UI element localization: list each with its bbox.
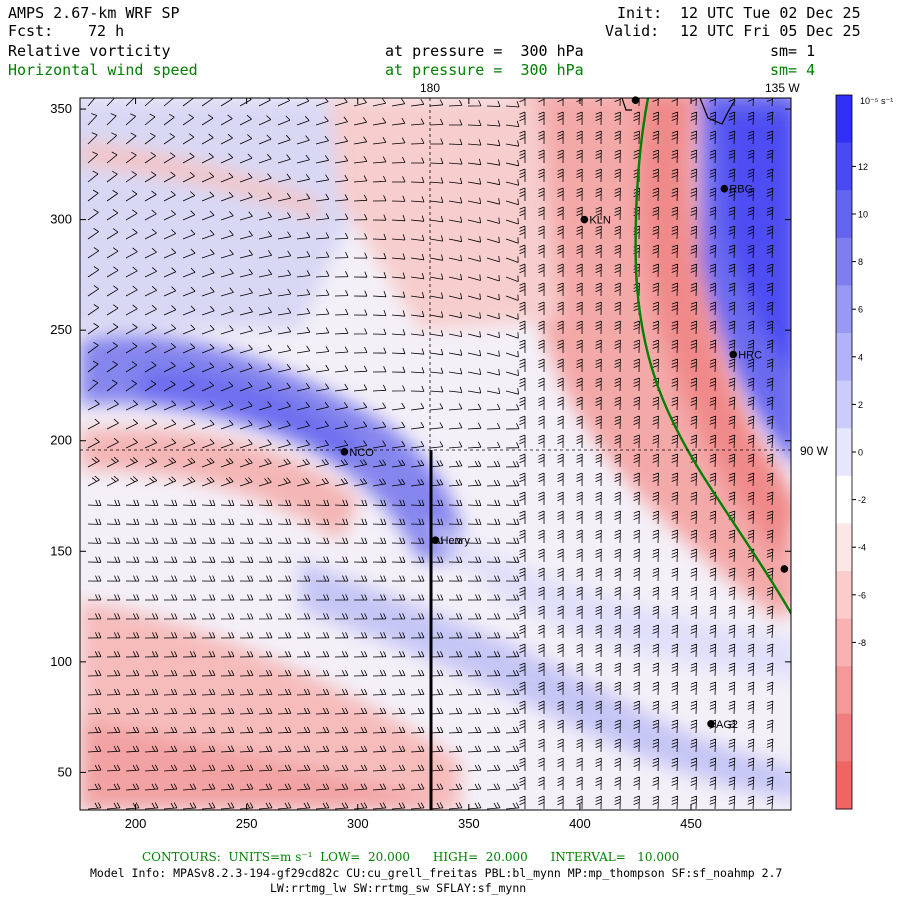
- colorbar-segment: [836, 761, 852, 810]
- colorbar-segment: [836, 571, 852, 620]
- y-tick-label: 100: [50, 654, 72, 669]
- forecast-value: 72 h: [88, 22, 125, 40]
- station-NCO-dot: [340, 447, 349, 456]
- station-RBG-dot: [720, 184, 729, 193]
- x-tick-label: 450: [680, 816, 702, 831]
- station-AG2-label: AG2: [716, 719, 738, 731]
- y-tick-label: 250: [50, 322, 72, 337]
- colorbar-segment: [836, 285, 852, 334]
- lat-label-90w: 90 W: [800, 444, 829, 458]
- y-tick-label: 350: [50, 101, 72, 116]
- axes: 50 100 150 200 250 300 350 200 250 300 350 400 450: [50, 98, 791, 831]
- station-NCO-label: NCO: [349, 447, 374, 459]
- colorbar-segment: [836, 333, 852, 382]
- station-AG2-dot: [707, 719, 715, 728]
- colorbar-label: 6: [858, 305, 863, 315]
- lon-label-180: 180: [420, 81, 440, 95]
- init-label: Init:: [617, 4, 663, 22]
- station-KLN-dot: [580, 215, 589, 224]
- station-E-dot: [780, 565, 789, 573]
- colorbar-segment: [836, 666, 852, 715]
- colorbar-segment: [836, 380, 852, 429]
- colorbar-segment: [836, 618, 852, 667]
- x-tick-label: 200: [125, 816, 147, 831]
- x-tick-label: 300: [347, 816, 369, 831]
- vorticity-field: [80, 98, 791, 810]
- field-name-vorticity: Relative vorticity: [8, 42, 171, 60]
- coastline-2: [621, 98, 632, 111]
- y-tick-label: 200: [50, 433, 72, 448]
- field-name-wind: Horizontal wind speed: [8, 61, 198, 79]
- station-KLN-label: KLN: [589, 215, 610, 227]
- colorbar-segment: [836, 713, 852, 762]
- colorbar-label: -4: [858, 543, 866, 553]
- station-markers: RBG KLN HRC NCO Henry AG2: [340, 96, 789, 731]
- x-tick-label: 400: [569, 816, 591, 831]
- lon-label-135w: 135 W: [765, 81, 800, 95]
- colorbar-segment: [836, 142, 852, 191]
- map-frame: [79, 97, 792, 811]
- model-info-line2: LW:rrtmg_lw SW:rrtmg_sw SFLAY:sf_mynn: [270, 881, 527, 895]
- contour-info: CONTOURS: UNITS=m s⁻¹ LOW= 20.000 HIGH= …: [142, 850, 680, 864]
- wind-speed-contour: [634, 98, 791, 616]
- station-HRC-dot: [729, 350, 738, 359]
- colorbar-label: -6: [858, 590, 866, 600]
- colorbar-label: 8: [858, 257, 863, 267]
- colorbar-segment: [836, 190, 852, 239]
- colorbar-label: 10: [858, 210, 868, 220]
- x-tick-label: 350: [458, 816, 480, 831]
- colorbar-label: -8: [858, 638, 866, 648]
- field-pressure-wind: at pressure = 300 hPa: [385, 61, 584, 79]
- x-tick-label: 250: [236, 816, 258, 831]
- init-value: 12 UTC Tue 02 Dec 25: [680, 4, 861, 22]
- valid-value: 12 UTC Fri 05 Dec 25: [680, 22, 861, 40]
- colorbar-label: 0: [858, 448, 863, 458]
- field-pressure-vorticity: at pressure = 300 hPa: [385, 42, 584, 60]
- y-tick-label: 50: [58, 764, 72, 779]
- colorbar-segment: [836, 428, 852, 477]
- y-tick-label: 150: [50, 543, 72, 558]
- station-Henry-label: Henry: [441, 535, 471, 547]
- colorbar-label: 2: [858, 400, 863, 410]
- y-tick-label: 300: [50, 212, 72, 227]
- coastline: [699, 98, 736, 125]
- colorbar-label: -2: [858, 495, 866, 505]
- valid-label: Valid:: [605, 22, 660, 40]
- field-smooth-wind: sm= 4: [770, 61, 816, 79]
- colorbar-unit: 10⁻⁵ s⁻¹: [860, 96, 893, 106]
- forecast-label: Fcst:: [8, 22, 54, 40]
- model-info-line1: Model Info: MPASv8.2.3-194-gf29cd82c CU:…: [90, 866, 783, 880]
- colorbar-segment: [836, 237, 852, 286]
- colorbar-label: 12: [858, 162, 868, 172]
- colorbar-segment: [836, 95, 852, 144]
- field-smooth-vorticity: sm= 1: [770, 42, 816, 60]
- colorbar-label: 4: [858, 352, 863, 362]
- station-HRC-label: HRC: [738, 349, 762, 361]
- station-Henry-dot: [431, 536, 440, 545]
- wind-barbs: [87, 98, 774, 810]
- colorbar: 12 10 8 6 4 2 0 -2 -4 -6 -8: [835, 94, 868, 810]
- station-RBG-label: RBG: [729, 184, 753, 196]
- colorbar-segment: [836, 523, 852, 572]
- colorbar-segment: [836, 475, 852, 524]
- model-title: AMPS 2.67-km WRF SP: [8, 4, 180, 22]
- wind-barb-set: [87, 98, 774, 810]
